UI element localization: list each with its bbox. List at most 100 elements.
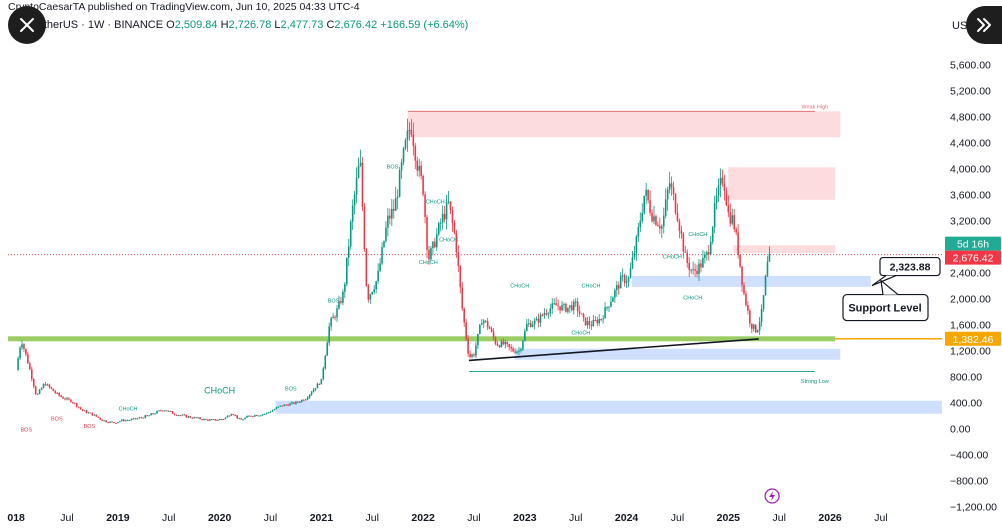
candles-layer: [17, 118, 771, 424]
candle-body: [64, 398, 66, 400]
symbol-label: am / TetherUS · 1W · BINANCE: [8, 19, 164, 31]
candle-body: [481, 323, 483, 325]
candle-body: [134, 418, 137, 420]
candle-body: [183, 414, 186, 416]
candle-body: [661, 226, 663, 229]
candle-body: [75, 403, 78, 407]
candle-body: [275, 407, 278, 410]
candle-body: [617, 285, 620, 289]
candle-body: [230, 414, 233, 416]
candle-body: [717, 185, 720, 196]
candle-body: [93, 414, 96, 416]
candle-body: [54, 391, 57, 393]
candle-body: [214, 419, 217, 421]
candle-body: [637, 227, 640, 237]
candle-body: [494, 337, 497, 344]
candle-body: [612, 297, 614, 302]
candle-body: [406, 130, 409, 141]
x-tick-label: Jul: [569, 512, 582, 524]
candle-body: [191, 417, 194, 419]
candle-body: [670, 183, 673, 188]
candle-body: [259, 415, 262, 417]
candle-body: [109, 421, 111, 423]
candle-body: [128, 420, 131, 422]
candle-body: [477, 333, 479, 346]
candle-body: [85, 410, 88, 414]
candle-body: [60, 395, 62, 398]
candle-body: [649, 200, 651, 213]
candle-body: [242, 419, 244, 421]
x-tick-label: 2019: [106, 512, 130, 524]
currency-label: US: [952, 20, 968, 32]
candle-body: [340, 301, 342, 303]
candle-body: [537, 318, 540, 323]
candle-body: [604, 307, 606, 319]
candle-body: [432, 241, 434, 249]
candle-body: [723, 183, 726, 191]
candle-body: [338, 301, 340, 309]
candle-body: [578, 311, 581, 314]
candle-body: [165, 410, 168, 412]
candle-body: [365, 249, 368, 286]
x-tick-label: Jul: [60, 512, 73, 524]
candle-body: [574, 301, 577, 303]
countdown-tag: 5d 16h: [957, 239, 989, 251]
candle-body: [447, 201, 450, 203]
candle-body: [453, 222, 456, 233]
candle-body: [524, 331, 526, 341]
candle-body: [547, 313, 550, 315]
candle-body: [709, 241, 712, 255]
close-label: C: [326, 19, 335, 31]
candle-body: [549, 308, 552, 314]
x-tick-label: 2022: [411, 512, 435, 524]
close-button[interactable]: [8, 6, 46, 44]
y-tick-label: 5,600.00: [950, 60, 991, 72]
candle-body: [293, 402, 295, 404]
candle-body: [412, 134, 415, 146]
candle-body: [72, 402, 74, 404]
supply-zone: [728, 167, 836, 200]
candle-body: [520, 349, 522, 351]
candle-body: [389, 215, 391, 219]
candle-body: [762, 295, 765, 309]
candle-body: [197, 417, 199, 419]
candle-body: [203, 418, 205, 421]
candle-body: [586, 321, 589, 326]
candle-body: [414, 145, 417, 161]
candle-body: [408, 129, 411, 131]
candle-body: [210, 419, 213, 421]
candle-body: [410, 129, 413, 135]
candle-body: [111, 421, 113, 423]
structure-label: Weak High: [801, 105, 828, 111]
candle-body: [62, 397, 64, 399]
structure-label: CHoCH: [688, 232, 707, 238]
callout-value-text: 2,323.88: [890, 262, 931, 274]
candle-body: [690, 269, 692, 271]
candle-body: [518, 350, 520, 352]
candle-body: [216, 420, 219, 422]
candle-body: [189, 416, 192, 418]
callout-value-pointer: [871, 275, 897, 287]
candle-body: [666, 189, 669, 200]
candle-body: [30, 369, 33, 380]
x-tick-label: 2023: [513, 512, 537, 524]
x-tick-label: 2020: [208, 512, 232, 524]
x-tick-label: Jul: [772, 512, 785, 524]
candle-body: [234, 414, 237, 416]
candle-body: [424, 194, 426, 218]
candle-body: [263, 413, 266, 415]
structure-label: BOS: [51, 416, 63, 422]
candle-body: [297, 401, 299, 403]
candle-body: [34, 386, 37, 394]
next-button[interactable]: [966, 6, 1002, 44]
candle-body: [502, 341, 505, 345]
candle-body: [647, 189, 649, 201]
candle-body: [569, 305, 571, 308]
candle-body: [138, 417, 141, 419]
candle-body: [56, 392, 59, 394]
candle-body: [623, 275, 626, 283]
candle-body: [146, 415, 149, 417]
candle-body: [733, 215, 736, 230]
x-tick-label: 2026: [818, 512, 842, 524]
